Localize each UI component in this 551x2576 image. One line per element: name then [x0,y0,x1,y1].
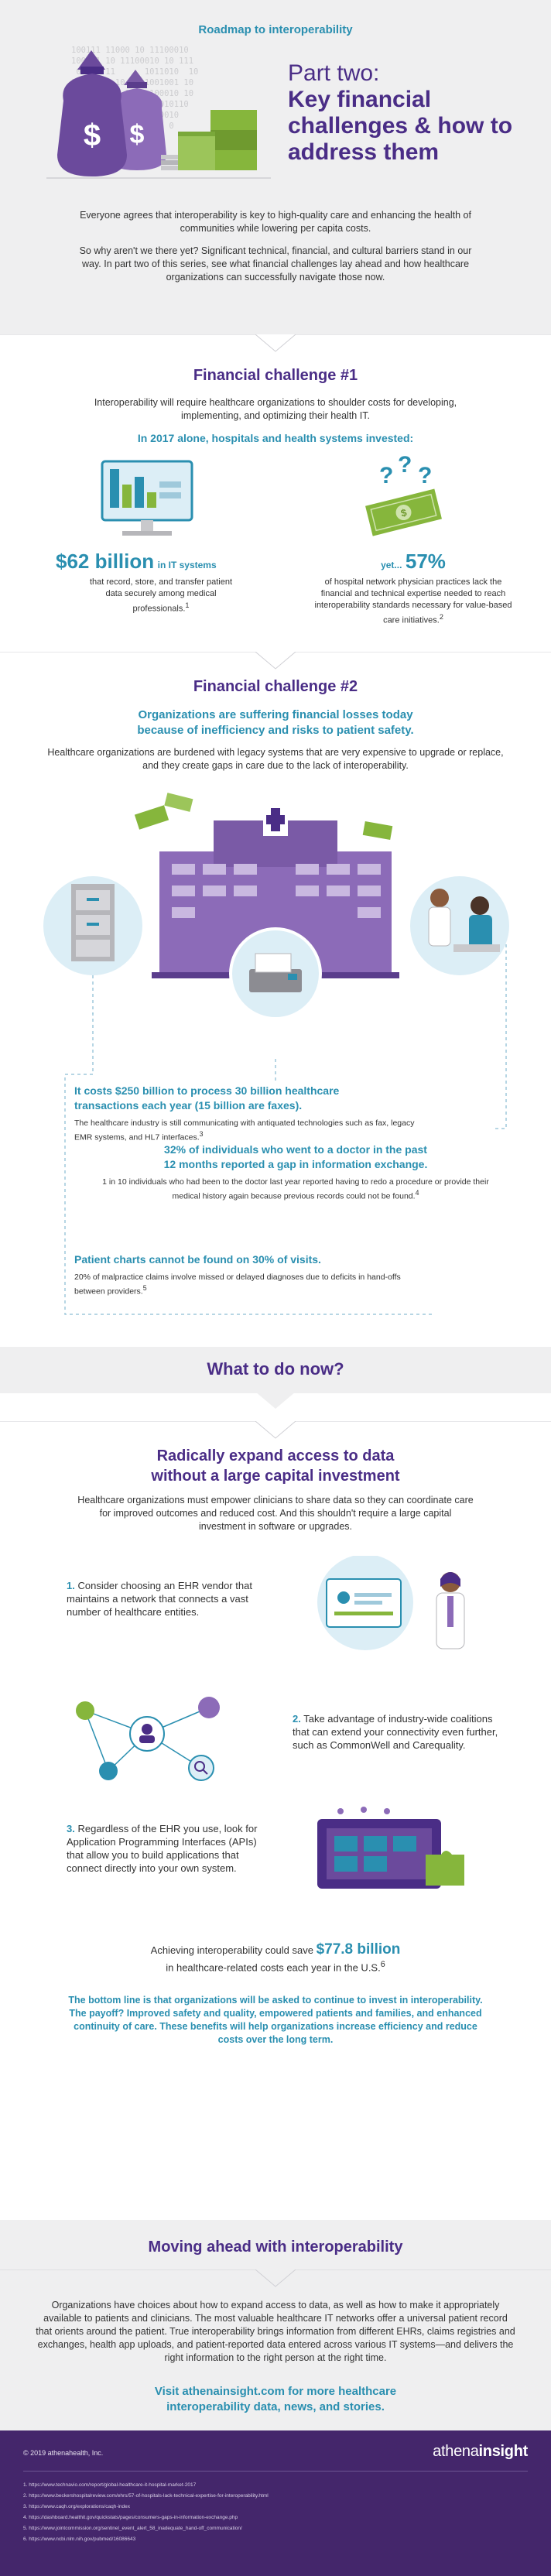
athenainsight-logo[interactable]: athenainsight [433,2443,528,2460]
title-line: Key financial [288,87,432,112]
step-text: Regardless of the EHR you use, look for … [67,1823,258,1874]
section-divider [0,652,551,670]
svg-text:?: ? [398,452,412,478]
stat-unit: in IT systems [157,560,217,570]
step-3: 3. Regardless of the EHR you use, look f… [67,1822,260,1875]
step-text: Consider choosing an EHR vendor that mai… [67,1580,252,1618]
series-label: Roadmap to interoperability [198,23,353,36]
intro-text: Everyone agrees that interoperability is… [70,209,481,284]
stat-value: 57% [405,550,446,573]
reference-link[interactable]: 6. https://www.ncbi.nlm.nih.gov/pubmed/1… [23,2537,136,2542]
reference-link[interactable]: 5. https://www.jointcommission.org/senti… [23,2526,242,2531]
coin-stack-icon [161,155,178,170]
stat-heading: Patient charts cannot be found on 30% of… [74,1253,321,1266]
title-line: address them [288,139,440,165]
monitor-chart-icon [101,460,193,536]
stat-heading: 32% of individuals who went to a doctor … [163,1143,428,1170]
section-title: Financial challenge #2 [193,678,358,695]
intro-paragraph: So why aren't we there yet? Significant … [79,245,472,283]
footer-divider [23,2471,528,2472]
svg-text:?: ? [379,463,393,488]
svg-text:$: $ [84,118,101,152]
stat-prefix: yet... [381,560,402,570]
hospital-building-icon [152,803,399,978]
section-divider [0,1421,551,1439]
savings-suffix: in healthcare-related costs each year in… [166,1961,381,1974]
section-divider [0,334,551,352]
stat-information-gap: 32% of individuals who went to a doctor … [102,1142,489,1202]
title-part: Part two: [288,60,380,86]
step-text: Take advantage of industry-wide coalitio… [293,1713,498,1751]
fax-machine-circle [229,927,322,1020]
copyright: © 2019 athenahealth, Inc. [23,2449,104,2457]
section-subtitle: In 2017 alone, hospitals and health syst… [137,432,414,444]
section-title: Radically expand access to data without … [151,1447,400,1485]
section-band [0,1347,551,1393]
band-chevron [255,1392,296,1409]
ehr-doctor-illustration [317,1556,465,1650]
stat-description: 20% of malpractice claims involve missed… [74,1273,401,1297]
band-title: What to do now? [207,1359,344,1379]
stats-connector-lines [64,1012,507,1315]
stat-description: The healthcare industry is still communi… [74,1118,415,1142]
svg-text:$: $ [130,120,145,149]
page-title: Part two: Key financial challenges & how… [288,60,536,166]
financial-challenge-1-section: Financial challenge #1 Interoperability … [0,334,551,652]
api-puzzle-illustration [317,1807,464,1889]
section-title: Moving ahead with interoperability [148,2239,403,2256]
stat-it-investment: $62 billion in IT systems that record, s… [56,550,241,615]
flying-money-icon [134,793,393,840]
bottom-line-text: The bottom line is that organizations wi… [68,1995,483,2045]
footer: © 2019 athenahealth, Inc. athenainsight … [0,2430,551,2576]
section-intro: Healthcare organizations are burdened wi… [47,747,504,771]
step-number: 2. [293,1713,301,1725]
section-intro: Healthcare organizations must empower cl… [77,1495,474,1532]
money-bag-icon: $ [57,50,127,176]
stat-description: 1 in 10 individuals who had been to the … [102,1177,489,1201]
stat-heading: It costs $250 billion to process 30 bill… [74,1084,340,1112]
svg-text:$: $ [399,506,408,519]
network-illustration [76,1697,220,1781]
cash-stack-icon [178,110,257,170]
financial-challenge-2-section: Financial challenge #2 Organizations are… [0,652,551,1347]
money-bags-illustration: $ $ [46,50,271,179]
stat-value: $62 billion [56,550,155,573]
savings-prefix: Achieving interoperability could save [150,1944,313,1956]
question-money-icon: ? ? ? $ [365,452,442,536]
file-cabinet-circle [43,876,142,975]
stat-transaction-cost: It costs $250 billion to process 30 bill… [74,1084,430,1143]
section-title: Financial challenge #1 [193,367,358,384]
what-to-do-section: What to do now? Radically expand access … [0,1347,551,2220]
savings-value: $77.8 billion [316,1941,401,1958]
stat-description: of hospital network physician practices … [314,577,512,625]
step-1: 1. Consider choosing an EHR vendor that … [67,1579,252,1619]
savings-statement: Achieving interoperability could save $7… [150,1941,401,1974]
intro-paragraph: Everyone agrees that interoperability is… [80,210,471,234]
moving-ahead-section: Moving ahead with interoperability Organ… [0,2220,551,2430]
stat-patient-charts: Patient charts cannot be found on 30% of… [74,1252,430,1297]
section-intro: Interoperability will require healthcare… [94,397,457,421]
svg-text:?: ? [418,463,432,488]
title-line: challenges & how to [288,113,513,139]
step-2: 2. Take advantage of industry-wide coali… [293,1712,501,1752]
section-divider [0,2269,551,2287]
hospital-illustration [43,793,509,1020]
step-number: 3. [67,1823,75,1834]
stat-description: that record, store, and transfer patient… [89,577,233,614]
stat-physician-practices: yet... 57% of hospital network physician… [313,550,514,627]
reference-link[interactable]: 2. https://www.beckershospitalreview.com… [23,2493,269,2499]
section-subtitle: Organizations are suffering financial lo… [137,708,414,737]
references-list: 1. https://www.technavio.com/report/glob… [23,2480,528,2545]
section-body: Organizations have choices about how to … [36,2300,515,2363]
doctor-patient-circle [410,876,509,975]
step-number: 1. [67,1580,75,1591]
reference-link[interactable]: 4. https://dashboard.healthit.gov/quicks… [23,2515,238,2520]
visit-link[interactable]: Visit athenainsight.com for more healthc… [154,2385,397,2413]
reference-link[interactable]: 1. https://www.technavio.com/report/glob… [23,2482,197,2488]
reference-link[interactable]: 3. https://www.caqh.org/explorations/caq… [23,2504,131,2509]
hero-section: Roadmap to interoperability 100111 11000… [0,0,551,334]
